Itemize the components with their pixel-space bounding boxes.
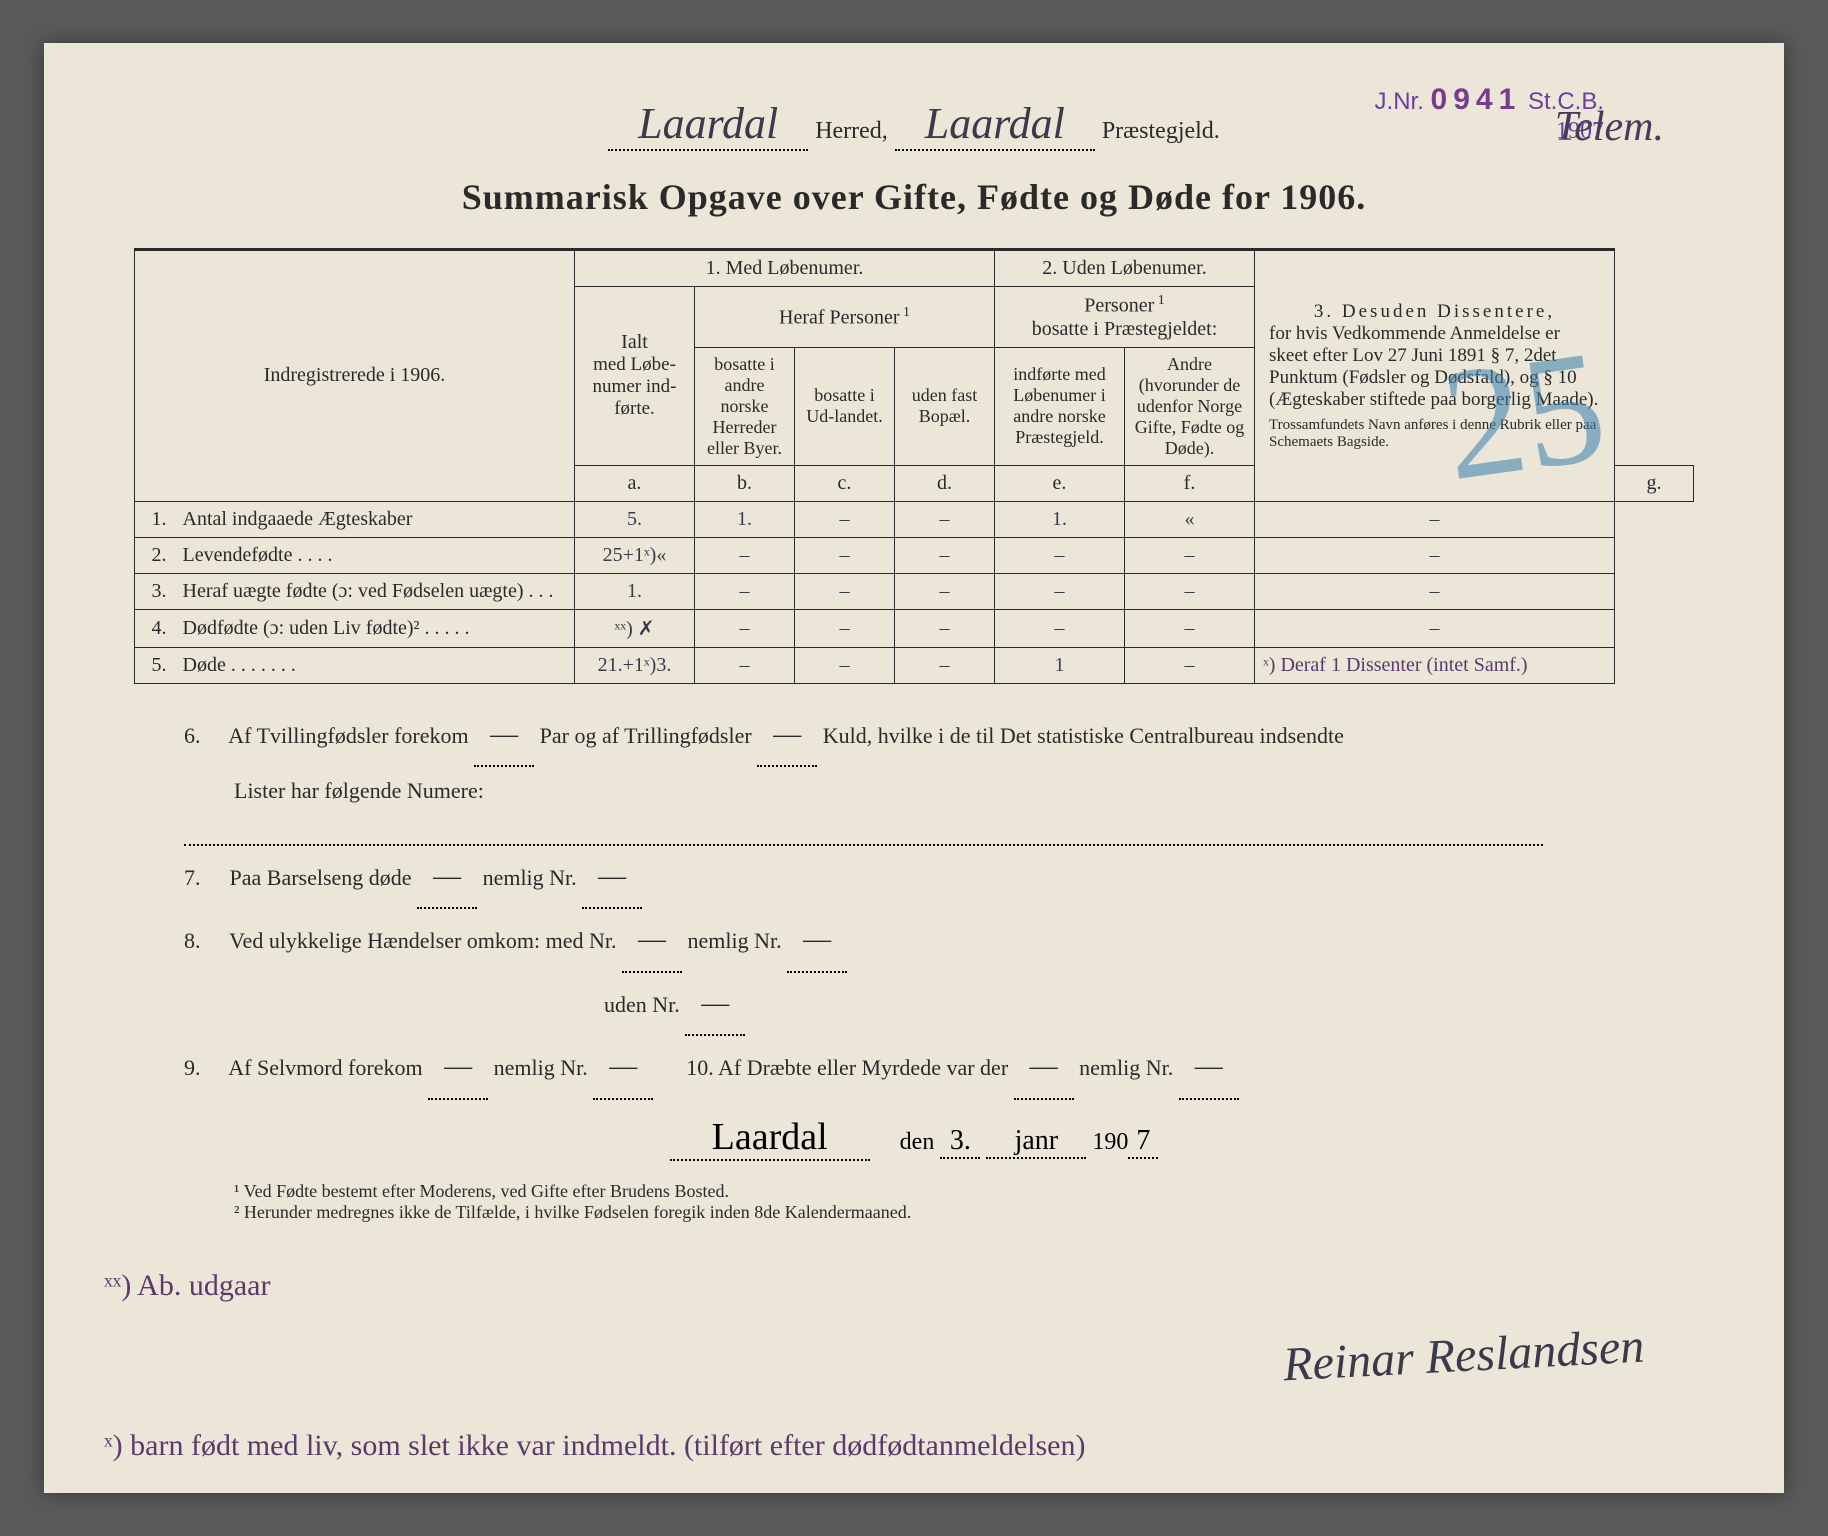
herred-label: Herred, [815, 118, 888, 144]
line-6-fill [184, 816, 1543, 846]
herred-hand: Laardal [608, 98, 808, 151]
col-letter-f: f. [1125, 465, 1255, 501]
row-label: Heraf uægte fødte (ɔ: ved Fødselen uægte… [175, 573, 575, 609]
row-label: Antal indgaaede Ægteskaber [175, 501, 575, 537]
line-8: 8. Ved ulykkelige Hændelser omkom: med N… [184, 909, 1694, 973]
col-letter-c: c. [795, 465, 895, 501]
row-num: 4. [135, 609, 175, 647]
cell-f: – [1125, 537, 1255, 573]
line-6b: Lister har følgende Numere: [184, 767, 1694, 815]
cell-f: – [1125, 573, 1255, 609]
group3-header: 3. Desuden Dissentere, for hvis Vedkomme… [1255, 250, 1615, 502]
table-row: 2.Levendefødte . . . .25+1ˣ)«–––––– [135, 537, 1694, 573]
group1-header: 1. Med Løbenumer. [575, 250, 995, 287]
footnote-1: ¹ Ved Fødte bestemt efter Moderens, ved … [234, 1181, 1694, 1202]
table-row: 5.Døde . . . . . . .21.+1ˣ)3.–––1–ˣ) Der… [135, 647, 1694, 683]
cell-d: – [895, 647, 995, 683]
hand-note-left: ˣˣ) Ab. udgaar [104, 1269, 270, 1303]
line-9-10: 9. Af Selvmord forekom — nemlig Nr. — 10… [184, 1036, 1694, 1100]
col-letter-d: d. [895, 465, 995, 501]
stamp-jnr-label: J.Nr. [1375, 88, 1424, 115]
cell-a: 21.+1ˣ)3. [575, 647, 695, 683]
cell-b: – [695, 647, 795, 683]
heraf-header: Heraf Personer 1 [695, 287, 995, 348]
cell-c: – [795, 501, 895, 537]
signature: Reinar Reslandsen [1282, 1319, 1646, 1393]
cell-a: 25+1ˣ)« [575, 537, 695, 573]
cell-c: – [795, 573, 895, 609]
document-page: J.Nr. 0941 St.C.B. 1907 Telem. Laardal H… [44, 43, 1784, 1493]
col-e-header: indførte med Løbenumer i andre norske Pr… [995, 347, 1125, 465]
cell-f: – [1125, 609, 1255, 647]
cell-b: – [695, 537, 795, 573]
table-row: 4.Dødfødte (ɔ: uden Liv fødte)² . . . . … [135, 609, 1694, 647]
cell-b: – [695, 573, 795, 609]
row-label: Døde . . . . . . . [175, 647, 575, 683]
cell-c: – [795, 609, 895, 647]
cell-e: 1. [995, 501, 1125, 537]
row-num: 1. [135, 501, 175, 537]
col-d-header: uden fast Bopæl. [895, 347, 995, 465]
col-ialt: Ialt med Løbe-numer ind-førte. [575, 287, 695, 466]
line-8c: uden Nr. — [184, 973, 1694, 1037]
hand-note-bottom: ˣ) barn født med liv, som slet ikke var … [104, 1429, 1085, 1463]
cell-e: 1 [995, 647, 1125, 683]
left-header: Indregistrerede i 1906. [135, 250, 575, 502]
cell-g: – [1255, 609, 1615, 647]
cell-a: 1. [575, 573, 695, 609]
cell-d: – [895, 501, 995, 537]
cell-a: 5. [575, 501, 695, 537]
row-num: 5. [135, 647, 175, 683]
praeste-hand: Laardal [895, 98, 1095, 151]
col-letter-e: e. [995, 465, 1125, 501]
cell-c: – [795, 647, 895, 683]
col-letter-b: b. [695, 465, 795, 501]
cell-d: – [895, 573, 995, 609]
cell-d: – [895, 609, 995, 647]
data-table: Indregistrerede i 1906. 1. Med Løbenumer… [134, 248, 1694, 684]
footnote-2: ² Herunder medregnes ikke de Tilfælde, i… [234, 1202, 1694, 1223]
col-letter-g: g. [1615, 465, 1694, 501]
col-letter-a: a. [575, 465, 695, 501]
table-row: 1.Antal indgaaede Ægteskaber5.1.––1.«– [135, 501, 1694, 537]
cell-e: – [995, 537, 1125, 573]
footnotes: ¹ Ved Fødte bestemt efter Moderens, ved … [134, 1181, 1694, 1223]
cell-f: – [1125, 647, 1255, 683]
cell-a: ˣˣ) ✗ [575, 609, 695, 647]
cell-d: – [895, 537, 995, 573]
row-label: Dødfødte (ɔ: uden Liv fødte)² . . . . . [175, 609, 575, 647]
line-6: 6. Af Tvillingfødsler forekom — Par og a… [184, 704, 1694, 768]
stamp-jnr-num: 0941 [1431, 83, 1522, 116]
cell-g: – [1255, 501, 1615, 537]
cell-e: – [995, 609, 1125, 647]
cell-b: 1. [695, 501, 795, 537]
sig-year: 7 [1128, 1125, 1158, 1159]
cell-g: – [1255, 573, 1615, 609]
row-label: Levendefødte . . . . [175, 537, 575, 573]
group2-header: 2. Uden Løbenumer. [995, 250, 1255, 287]
cell-f: « [1125, 501, 1255, 537]
col-f-header: Andre (hvorunder de udenfor Norge Gifte,… [1125, 347, 1255, 465]
cell-g: ˣ) Deraf 1 Dissenter (intet Samf.) [1255, 647, 1615, 683]
page-title: Summarisk Opgave over Gifte, Fødte og Dø… [134, 176, 1694, 218]
line-7: 7. Paa Barselseng døde — nemlig Nr. — [184, 846, 1694, 910]
col-c-header: bosatte i Ud-landet. [795, 347, 895, 465]
table-row: 3.Heraf uægte fødte (ɔ: ved Fødselen uæg… [135, 573, 1694, 609]
cell-b: – [695, 609, 795, 647]
signature-line: Laardal den 3. janr 1907 [134, 1115, 1694, 1161]
row-num: 2. [135, 537, 175, 573]
below-table-section: 6. Af Tvillingfødsler forekom — Par og a… [134, 704, 1694, 1100]
handwritten-region: Telem. [1555, 103, 1664, 151]
sig-place: Laardal [670, 1115, 870, 1161]
personer2-header: Personer 1 bosatte i Præstegjeldet: [995, 287, 1255, 348]
cell-e: – [995, 573, 1125, 609]
cell-g: – [1255, 537, 1615, 573]
row-num: 3. [135, 573, 175, 609]
cell-c: – [795, 537, 895, 573]
sig-month: janr [986, 1125, 1086, 1159]
col-b-header: bosatte i andre norske Herreder eller By… [695, 347, 795, 465]
sig-day: 3. [940, 1125, 980, 1159]
praeste-label: Præstegjeld. [1102, 118, 1220, 144]
